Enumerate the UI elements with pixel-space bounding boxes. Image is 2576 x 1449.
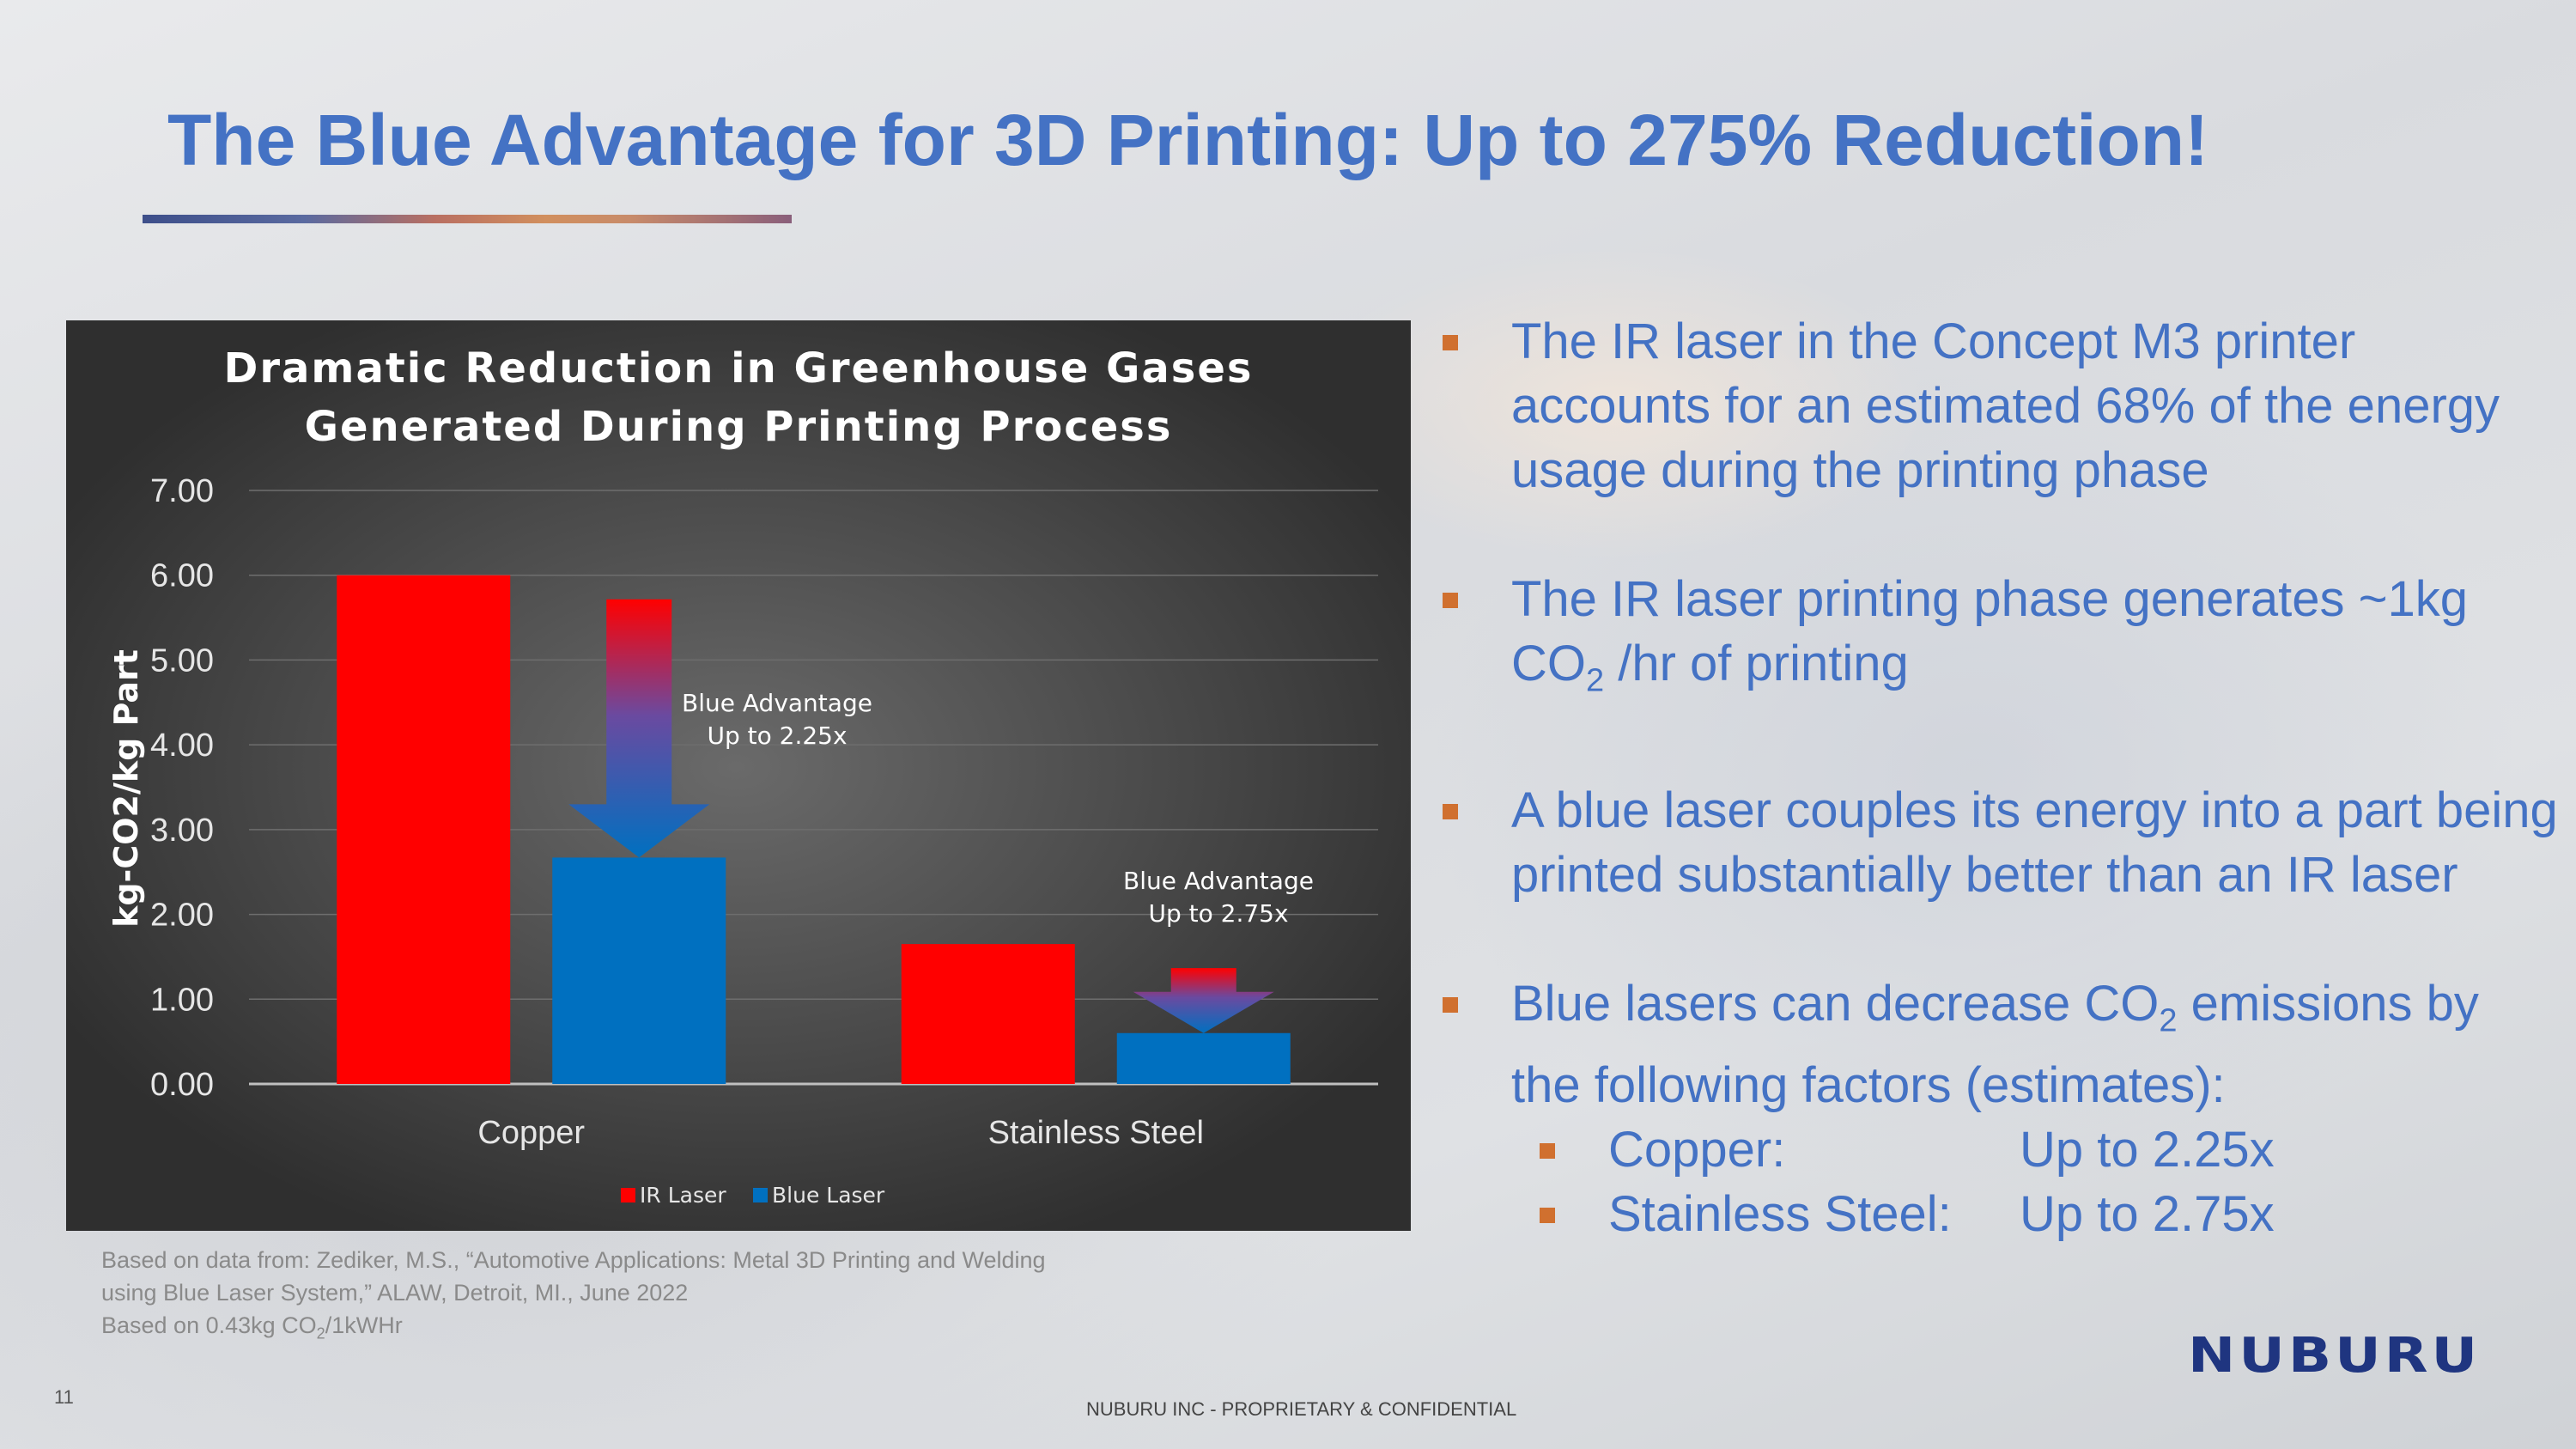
- y-axis-label: kg-CO2/kg Part: [107, 649, 145, 928]
- factor-value: Up to 2.75x: [2020, 1186, 2275, 1243]
- reduction-arrow: [568, 599, 710, 858]
- slide-title: The Blue Advantage for 3D Printing: Up t…: [167, 100, 2209, 180]
- y-tick-label: 6.00: [150, 558, 214, 594]
- legend-swatch: [753, 1188, 768, 1202]
- bullet-marker: [1443, 335, 1458, 350]
- source-text: /1kWHr: [325, 1312, 403, 1338]
- bullet-text: The IR laser in the Concept M3 printer a…: [1511, 314, 2500, 498]
- bullet-marker: [1540, 1208, 1555, 1224]
- page-number: 11: [54, 1386, 74, 1408]
- factor-stainless: Stainless Steel: Up to 2.75x: [1443, 1182, 2559, 1246]
- bar-blue-laser: [552, 857, 726, 1084]
- y-tick-label: 7.00: [150, 473, 214, 509]
- subscript: 2: [2159, 1002, 2178, 1039]
- subscript: 2: [316, 1324, 325, 1342]
- factor-value: Up to 2.25x: [2020, 1122, 2275, 1178]
- bullet-list: The IR laser in the Concept M3 printer a…: [1443, 309, 2559, 1246]
- bullet-marker: [1443, 803, 1458, 819]
- source-note: Based on data from: Zediker, M.S., “Auto…: [101, 1244, 1046, 1349]
- chart-panel: Dramatic Reduction in Greenhouse Gases Ge…: [66, 320, 1411, 1231]
- source-line: Based on 0.43kg CO2/1kWHr: [101, 1309, 1046, 1349]
- bullet-marker: [1443, 593, 1458, 608]
- bullet-marker: [1443, 996, 1458, 1013]
- factor-copper: Copper: Up to 2.25x: [1443, 1117, 2559, 1182]
- bullet-text: Blue lasers can decrease CO: [1511, 975, 2160, 1032]
- bullet-text: /hr of printing: [1604, 636, 1909, 691]
- subscript: 2: [1586, 662, 1605, 699]
- x-tick-label: Copper: [477, 1115, 585, 1151]
- bullet-blue-coupling: A blue laser couples its energy into a p…: [1443, 778, 2559, 907]
- chart-title-line: Generated During Printing Process: [305, 403, 1173, 451]
- chart-title-line: Dramatic Reduction in Greenhouse Gases: [224, 344, 1254, 393]
- bullet-reduction-factors: Blue lasers can decrease CO2 emissions b…: [1443, 971, 2559, 1118]
- y-tick-label: 3.00: [150, 813, 214, 849]
- bar-blue-laser: [1116, 1032, 1291, 1084]
- factor-label: Stainless Steel:: [1608, 1186, 1952, 1243]
- annotation-text: Up to 2.25x: [707, 721, 847, 750]
- bullet-text: emissions by the following factors (esti…: [1511, 975, 2479, 1114]
- legend-swatch: [621, 1188, 635, 1202]
- y-tick-label: 4.00: [150, 728, 214, 764]
- legend-label: IR Laser: [640, 1183, 726, 1208]
- bullet-co2-rate: The IR laser printing phase generates ~1…: [1443, 567, 2559, 714]
- bar-ir-laser: [901, 944, 1075, 1084]
- factor-label: Copper:: [1608, 1122, 1786, 1178]
- bullet-ir-energy: The IR laser in the Concept M3 printer a…: [1443, 309, 2559, 502]
- y-tick-label: 0.00: [150, 1067, 214, 1103]
- source-line: Based on data from: Zediker, M.S., “Auto…: [101, 1247, 1046, 1273]
- source-text: Based on 0.43kg CO: [101, 1312, 317, 1338]
- annotation-text: Blue Advantage: [1123, 867, 1314, 895]
- reduction-arrow: [1133, 968, 1274, 1033]
- footer-text: NUBURU INC - PROPRIETARY & CONFIDENTIAL: [1086, 1398, 1517, 1420]
- annotation-text: Up to 2.75x: [1148, 899, 1288, 928]
- x-tick-label: Stainless Steel: [988, 1115, 1204, 1151]
- bullet-text: The IR laser printing phase generates ~1…: [1511, 571, 2468, 691]
- y-tick-label: 5.00: [150, 642, 214, 679]
- title-underline: [143, 215, 792, 223]
- bar-ir-laser: [337, 575, 511, 1084]
- bullet-text: A blue laser couples its energy into a p…: [1511, 782, 2558, 903]
- nuburu-logo: NUBURU: [2188, 1327, 2482, 1384]
- legend-label: Blue Laser: [772, 1183, 885, 1208]
- bar-chart: Dramatic Reduction in Greenhouse Gases Ge…: [107, 344, 1378, 1208]
- bullet-marker: [1540, 1143, 1555, 1160]
- annotation-text: Blue Advantage: [682, 689, 872, 717]
- source-line: using Blue Laser System,” ALAW, Detroit,…: [101, 1280, 689, 1306]
- y-tick-label: 2.00: [150, 898, 214, 934]
- y-tick-label: 1.00: [150, 982, 214, 1018]
